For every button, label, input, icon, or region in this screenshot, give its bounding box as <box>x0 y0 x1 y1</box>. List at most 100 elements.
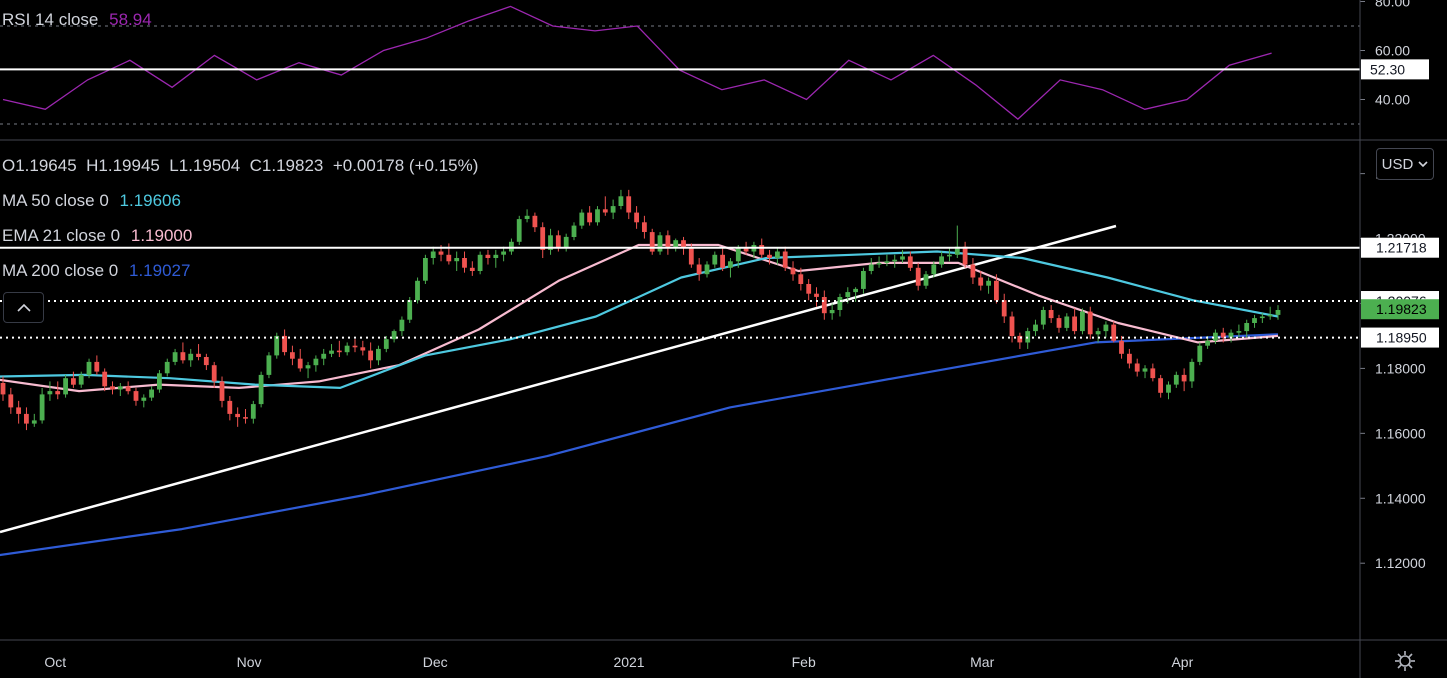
rsi-tick-label: 60.00 <box>1375 43 1410 59</box>
candle-body <box>532 215 538 228</box>
candle-body <box>1150 368 1156 379</box>
candle-body <box>227 400 233 414</box>
candle-body <box>407 300 413 320</box>
candle-body <box>1205 340 1210 346</box>
time-axis-label: Oct <box>44 654 66 670</box>
candle-body <box>782 251 788 268</box>
candle-body <box>383 339 389 349</box>
candle-body <box>235 413 240 418</box>
candle-body <box>1111 324 1117 341</box>
candle-body <box>149 389 154 398</box>
candle-body <box>203 357 209 366</box>
price-label: 1.21718 <box>1376 240 1427 256</box>
candle-body <box>78 374 84 385</box>
candle-body <box>290 352 295 359</box>
candle-body <box>94 361 100 372</box>
candle-body <box>423 258 428 281</box>
candle-body <box>1236 331 1242 333</box>
candle-body <box>1048 310 1054 319</box>
candle-body <box>321 353 327 359</box>
candle-body <box>110 386 115 390</box>
candle-body <box>790 267 796 275</box>
price-label: 1.18950 <box>1376 330 1427 346</box>
candle-body <box>642 222 647 232</box>
candle-body <box>1080 311 1085 332</box>
candle-body <box>657 235 663 252</box>
collapse-legend-button[interactable] <box>3 292 44 323</box>
candle-body <box>274 335 280 356</box>
candle-body <box>814 293 819 297</box>
candle-body <box>892 259 898 262</box>
rsi-tick-label: 40.00 <box>1375 92 1410 108</box>
candle-body <box>102 371 108 387</box>
candle-body <box>1213 332 1218 341</box>
candle-body <box>477 254 483 271</box>
candle-body <box>978 277 984 286</box>
candle-body <box>1040 310 1046 325</box>
candle-body <box>180 352 186 361</box>
candle-body <box>994 280 999 301</box>
candle-body <box>571 225 577 237</box>
candle-body <box>610 206 616 213</box>
price-tick-label: 1.12000 <box>1375 555 1426 571</box>
candle-body <box>399 319 405 332</box>
candle-body <box>462 258 467 268</box>
candle-body <box>1259 316 1265 319</box>
currency-label: USD <box>1381 155 1414 173</box>
candle-body <box>305 365 311 369</box>
candle-body <box>986 280 991 286</box>
candle-body <box>1033 324 1038 332</box>
candle-body <box>962 246 968 265</box>
candle-body <box>555 235 561 249</box>
time-axis-label: Mar <box>970 654 994 670</box>
candle-body <box>868 264 874 271</box>
price-label: 1.19823 <box>1376 301 1427 317</box>
price-tick-label: 1.18000 <box>1375 360 1426 376</box>
candle-body <box>1267 314 1273 317</box>
candle-body <box>368 350 373 361</box>
candle-body <box>516 219 522 242</box>
candle-body <box>1142 368 1148 372</box>
candle-body <box>415 280 420 301</box>
candle-body <box>1244 323 1250 332</box>
candle-body <box>900 256 905 260</box>
rsi-tick-label: 80.00 <box>1375 0 1410 10</box>
candle-body <box>485 254 491 258</box>
candle-body <box>704 264 710 275</box>
currency-button[interactable]: USD <box>1376 148 1434 180</box>
candle-body <box>939 256 944 265</box>
candle-body <box>923 274 929 286</box>
candle-body <box>0 383 6 395</box>
candle-body <box>1252 318 1257 323</box>
ma200-legend: MA 200 close 0 1.19027 <box>2 261 190 281</box>
time-axis-label: 2021 <box>613 654 644 670</box>
candle-body <box>282 335 287 353</box>
candle-body <box>24 413 29 424</box>
candle-body <box>821 297 827 314</box>
candle-body <box>360 347 366 351</box>
gear-icon[interactable] <box>1394 650 1416 672</box>
candle-body <box>219 381 225 401</box>
candle-body <box>806 284 812 294</box>
candle-body <box>1134 363 1140 372</box>
candle-body <box>1158 378 1163 393</box>
chevron-down-icon <box>1418 160 1428 167</box>
candle-body <box>876 262 882 265</box>
ma50-legend-name: MA 50 close 0 <box>2 191 109 210</box>
candle-body <box>391 331 397 340</box>
candle-body <box>743 248 749 252</box>
candle-body <box>1072 316 1077 332</box>
candle-body <box>1189 361 1195 382</box>
time-axis-label: Nov <box>237 654 262 670</box>
candle-body <box>540 227 546 250</box>
candle-body <box>1173 374 1179 385</box>
candle-body <box>587 212 592 223</box>
candle-body <box>501 251 506 255</box>
candle-body <box>1103 324 1109 332</box>
candle-body <box>673 240 679 249</box>
time-axis-label: Feb <box>792 654 816 670</box>
ema21-line <box>0 243 1279 393</box>
price-label-bg <box>1361 327 1439 348</box>
ema21-legend-value: 1.19000 <box>130 226 193 245</box>
